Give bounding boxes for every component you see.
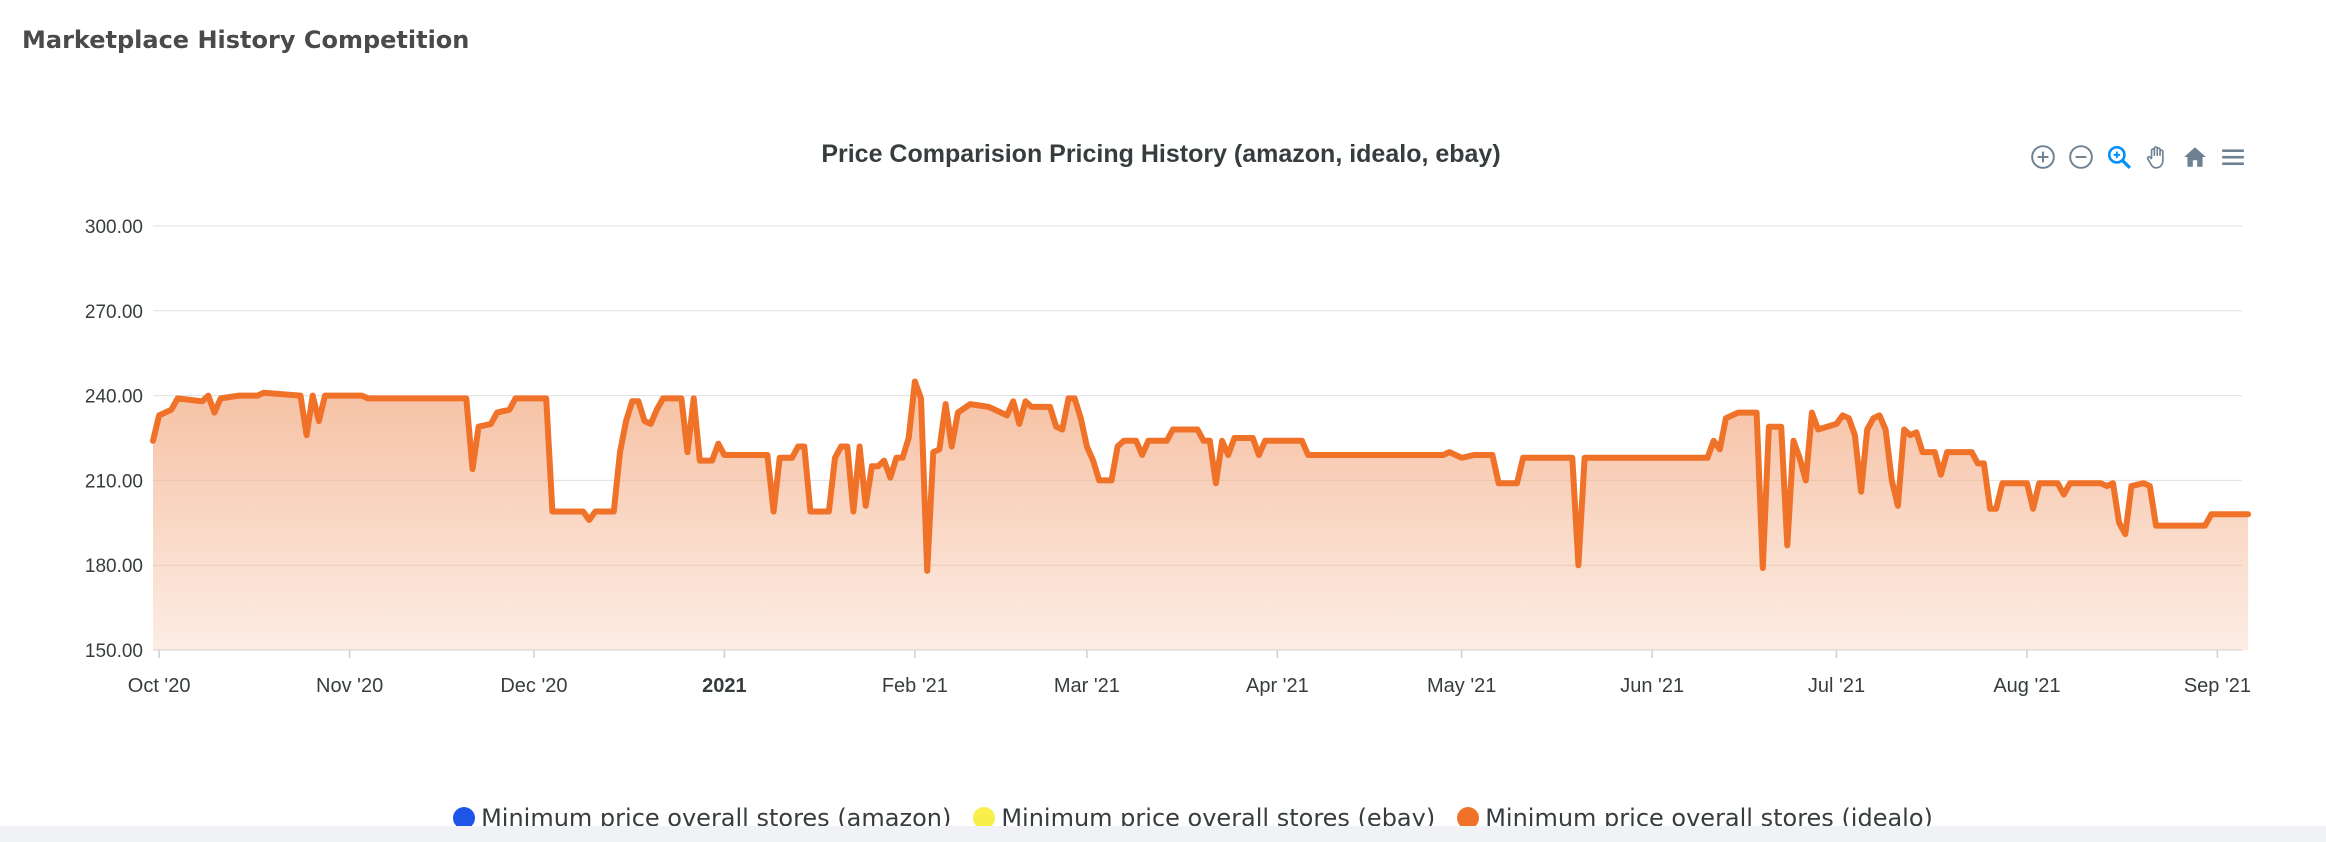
series-line-idealo (150, 378, 2252, 574)
home-reset-icon (2184, 147, 2206, 167)
chart-toolbar (2028, 142, 2248, 172)
selection-zoom-button[interactable] (2104, 142, 2134, 172)
x-tick-label: Oct '20 (128, 675, 191, 697)
x-tick-label: Feb '21 (882, 675, 948, 697)
y-tick-label: 180.00 (85, 556, 143, 577)
legend-marker-amazon (453, 807, 476, 829)
zoom-out-icon (2069, 145, 2093, 169)
reset-zoom-button[interactable] (2180, 142, 2210, 172)
pan-button[interactable] (2142, 142, 2172, 172)
menu-icon (2222, 149, 2244, 166)
selection-zoom-icon (2107, 145, 2131, 169)
bottom-strip (0, 826, 2326, 842)
x-tick-label: Nov '20 (316, 675, 383, 697)
legend-marker-ebay (973, 807, 996, 829)
x-tick-label: Jun '21 (1620, 675, 1684, 697)
page-title: Marketplace History Competition (22, 26, 470, 54)
x-tick-label: Apr '21 (1246, 675, 1309, 697)
zoom-in-button[interactable] (2028, 142, 2058, 172)
chart-title-text: Price Comparision Pricing History (amazo… (821, 140, 1501, 168)
zoom-in-icon (2031, 145, 2055, 169)
pan-hand-icon (2146, 146, 2164, 169)
chart-title: Price Comparision Pricing History (amazo… (0, 140, 2326, 169)
x-tick-label: Sep '21 (2184, 675, 2251, 697)
zoom-out-button[interactable] (2066, 142, 2096, 172)
y-tick-label: 210.00 (85, 471, 143, 492)
x-tick-label: Mar '21 (1054, 675, 1120, 697)
chart-menu-button[interactable] (2218, 142, 2248, 172)
x-tick-label: 2021 (702, 675, 747, 697)
y-tick-label: 270.00 (85, 302, 143, 323)
y-tick-label: 240.00 (85, 387, 143, 408)
x-tick-label: Aug '21 (1993, 675, 2060, 697)
legend-marker-idealo (1457, 807, 1480, 829)
x-tick-label: May '21 (1427, 675, 1496, 697)
y-tick-label: 300.00 (85, 217, 143, 238)
x-tick-label: Jul '21 (1808, 675, 1865, 697)
x-tick-label: Dec '20 (500, 675, 567, 697)
price-history-chart: 150.00 180.00 210.00 240.00 270.00 300.00 Oct … (85, 217, 2252, 697)
y-tick-label: 150.00 (85, 641, 143, 662)
series-area-idealo (153, 381, 2249, 650)
